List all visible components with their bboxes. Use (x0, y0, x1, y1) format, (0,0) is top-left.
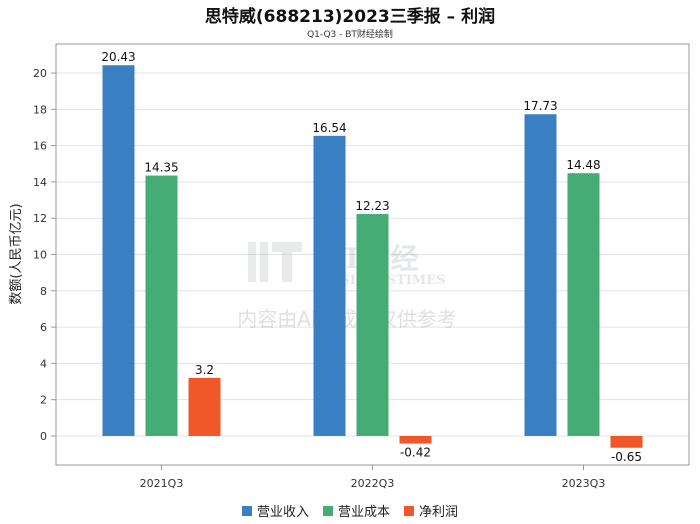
data-label: 12.23 (355, 199, 389, 213)
legend-item: 营业收入 (241, 501, 309, 520)
axes: 0 2 4 6 8 10 12 14 16 18 20 2021Q3 2022Q3 2023Q3 (33, 43, 690, 490)
y-tick-label: 8 (40, 285, 47, 298)
data-label: 17.73 (523, 99, 557, 113)
data-label: -0.65 (611, 450, 642, 464)
data-label: -0.42 (400, 446, 431, 460)
bar (356, 214, 389, 436)
y-tick-label: 10 (33, 249, 47, 262)
y-tick-label: 2 (40, 394, 47, 407)
watermark-notice: 内容由AI生成，仅供参考 (237, 307, 457, 331)
bar (524, 114, 557, 436)
data-label: 20.43 (101, 50, 135, 64)
y-tick-label: 6 (40, 321, 47, 334)
legend-label: 净利润 (419, 505, 459, 520)
data-label: 16.54 (312, 121, 346, 135)
legend-item: 营业成本 (322, 501, 390, 520)
legend: 营业收入 营业成本 净利润 (0, 501, 700, 520)
bar (610, 435, 643, 448)
bars (102, 65, 643, 448)
bar (145, 175, 178, 436)
y-tick-label: 12 (33, 212, 47, 225)
legend-swatch (404, 505, 414, 516)
y-tick-label: 18 (33, 103, 47, 116)
chart-subtitle: Q1-Q3 - BT财经绘制 (307, 30, 393, 40)
legend-swatch (322, 505, 333, 516)
watermark: BT财经 BUSINESSTIMES 内容由AI生成，仅供参考 (237, 242, 457, 331)
x-tick-label: 2022Q3 (351, 477, 395, 490)
x-tick-label: 2021Q3 (140, 477, 184, 490)
x-tick-label: 2023Q3 (562, 477, 606, 490)
data-labels: 20.43 14.35 3.2 16.54 12.23 -0.42 17.73 14.48 -0… (101, 50, 642, 464)
bar (188, 377, 221, 436)
bar (102, 65, 135, 436)
legend-label: 营业收入 (256, 505, 309, 520)
y-tick-label: 4 (40, 357, 47, 370)
data-label: 3.2 (195, 363, 214, 377)
bar (399, 435, 432, 444)
y-tick-label: 20 (33, 67, 47, 80)
y-tick-label: 16 (33, 140, 47, 153)
watermark-logo-icon (248, 242, 302, 282)
legend-label: 营业成本 (337, 505, 390, 520)
legend-item: 净利润 (404, 501, 458, 520)
legend-swatch (241, 505, 252, 516)
bar (567, 173, 600, 436)
y-tick-label: 0 (40, 430, 47, 443)
chart-title: 思特威(688213)2023三季报 – 利润 (204, 7, 496, 27)
y-axis-label: 数额(人民币亿元) (9, 203, 24, 304)
data-label: 14.48 (566, 158, 600, 172)
data-label: 14.35 (144, 161, 178, 175)
bar (313, 135, 346, 436)
y-tick-label: 14 (33, 176, 47, 189)
